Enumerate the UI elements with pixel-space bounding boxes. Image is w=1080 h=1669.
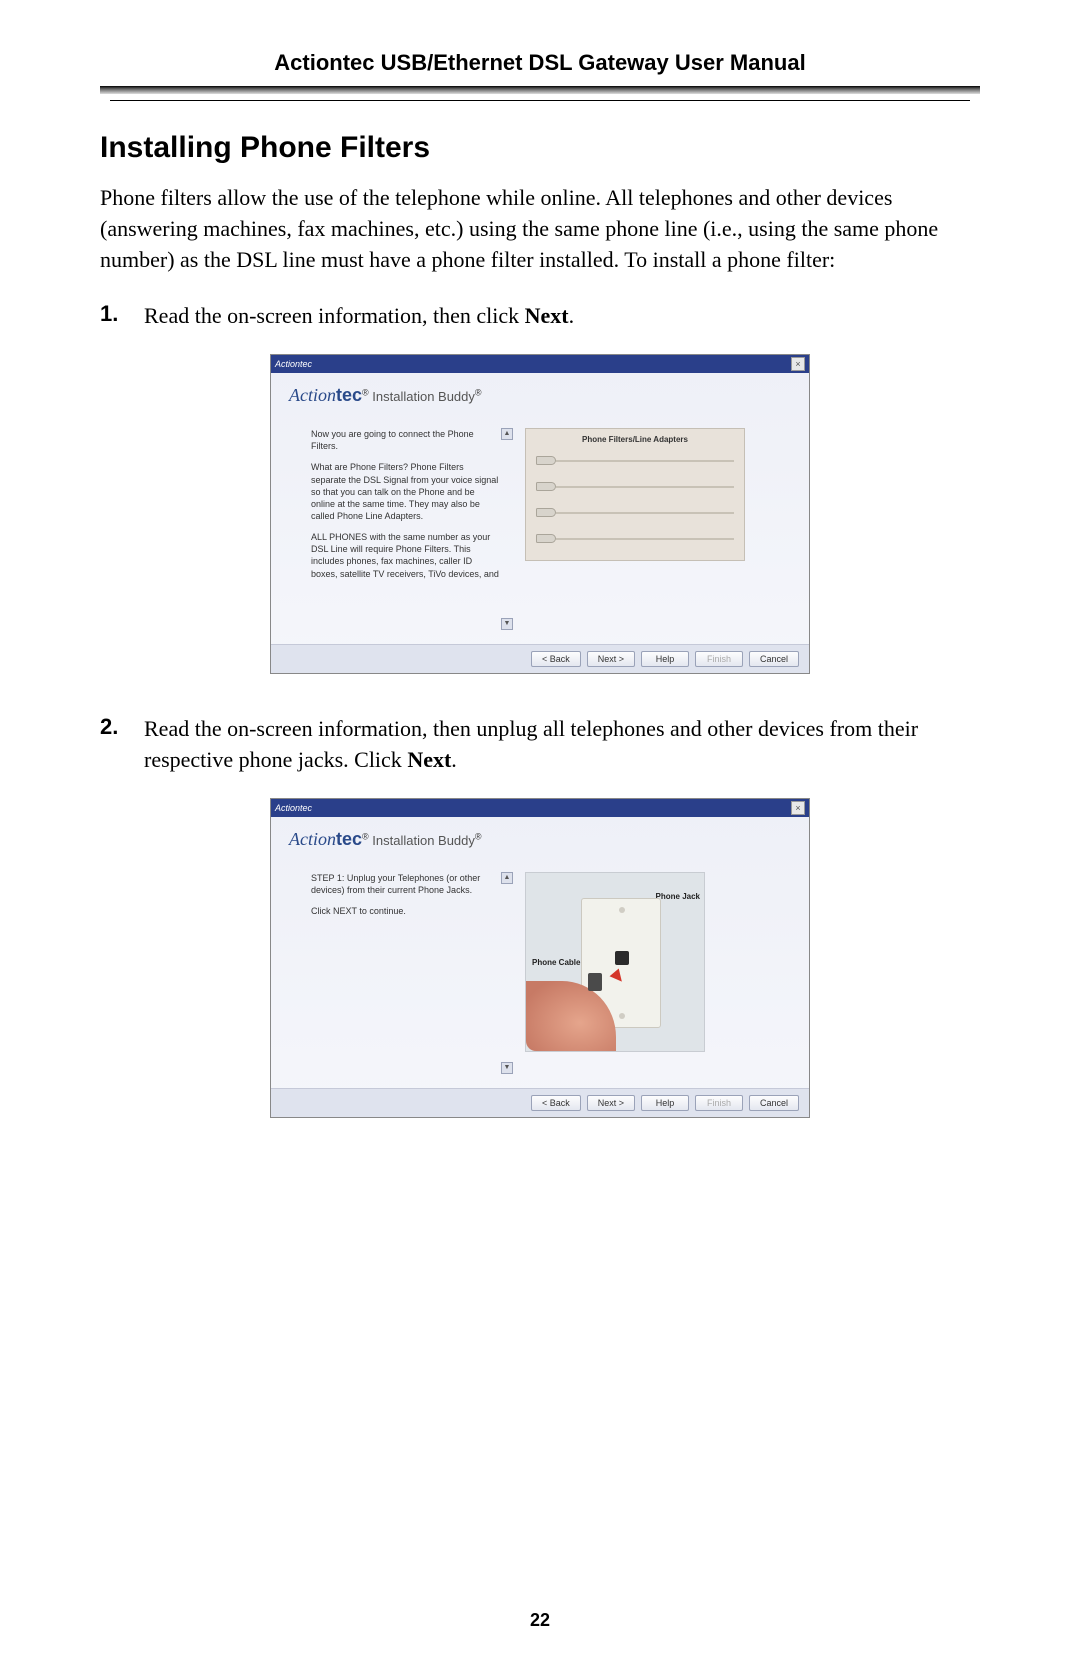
wizard1-titlebar-text: Actiontec: [275, 359, 312, 369]
filters-caption: Phone Filters/Line Adapters: [532, 435, 738, 444]
wizard2-p1: STEP 1: Unplug your Telephones (or other…: [311, 872, 501, 896]
wizard1-left-text: ▲ Now you are going to connect the Phone…: [311, 428, 511, 634]
registered-mark: ®: [362, 388, 369, 398]
phone-jack-image: Phone Jack Phone Cable: [525, 872, 705, 1052]
logo-a: Action: [289, 385, 336, 405]
cancel-button[interactable]: Cancel: [749, 651, 799, 667]
scroll-down-icon[interactable]: ▼: [501, 618, 513, 630]
step-1-text-a: Read the on-screen information, then cli…: [144, 303, 525, 328]
wizard1-p2: What are Phone Filters? Phone Filters se…: [311, 461, 501, 522]
logo2-b: tec: [336, 829, 362, 849]
step-2: 2. Read the on-screen information, then …: [100, 714, 980, 776]
wizard2-p2: Click NEXT to continue.: [311, 905, 501, 917]
step-1-text-b: .: [569, 303, 575, 328]
next-button-2[interactable]: Next >: [587, 1095, 635, 1111]
help-button-2[interactable]: Help: [641, 1095, 689, 1111]
brand-sub: Installation Buddy: [369, 389, 475, 404]
close-icon-2[interactable]: ×: [791, 801, 805, 815]
step-1-text: Read the on-screen information, then cli…: [144, 301, 574, 332]
wizard-screenshot-1: Actiontec × Actiontec® Installation Budd…: [270, 354, 810, 674]
wizard2-button-row: < Back Next > Help Finish Cancel: [271, 1088, 809, 1117]
wizard2-right-image: Phone Jack Phone Cable: [511, 872, 791, 1078]
wizard1-p3: ALL PHONES with the same number as your …: [311, 531, 501, 580]
scroll-up-icon-2[interactable]: ▲: [501, 872, 513, 884]
phone-filters-image: Phone Filters/Line Adapters: [525, 428, 745, 561]
next-button[interactable]: Next >: [587, 651, 635, 667]
plug-shape: [588, 973, 602, 991]
section-heading: Installing Phone Filters: [100, 131, 980, 165]
logo2-a: Action: [289, 829, 336, 849]
step-1-bold: Next: [525, 303, 569, 328]
page-number: 22: [0, 1610, 1080, 1631]
wizard2-titlebar-text: Actiontec: [275, 803, 312, 813]
cancel-button-2[interactable]: Cancel: [749, 1095, 799, 1111]
registered-mark-2: ®: [475, 388, 482, 398]
step-1: 1. Read the on-screen information, then …: [100, 301, 980, 332]
label-phone-jack: Phone Jack: [656, 893, 700, 902]
wizard2-titlebar: Actiontec ×: [271, 799, 809, 817]
step-2-number: 2.: [100, 714, 144, 776]
wizard1-p1: Now you are going to connect the Phone F…: [311, 428, 501, 452]
finish-button: Finish: [695, 651, 743, 667]
registered-mark-3: ®: [362, 831, 369, 841]
filter-cable-1: [532, 450, 738, 472]
intro-paragraph: Phone filters allow the use of the telep…: [100, 183, 980, 275]
red-arrow-icon: [610, 968, 627, 985]
finish-button-2: Finish: [695, 1095, 743, 1111]
filter-cable-4: [532, 528, 738, 550]
close-icon[interactable]: ×: [791, 357, 805, 371]
filter-cable-3: [532, 502, 738, 524]
scroll-up-icon[interactable]: ▲: [501, 428, 513, 440]
header-gradient-rule: [100, 86, 980, 94]
step-2-text-b: .: [451, 747, 457, 772]
wizard2-left-text: ▲ STEP 1: Unplug your Telephones (or oth…: [311, 872, 511, 1078]
wizard1-right-image: Phone Filters/Line Adapters: [511, 428, 791, 634]
wizard2-brand: Actiontec® Installation Buddy®: [271, 817, 809, 858]
manual-header: Actiontec USB/Ethernet DSL Gateway User …: [100, 50, 980, 76]
actiontec-logo-2: Actiontec: [289, 829, 362, 849]
brand-sub-2: Installation Buddy: [369, 833, 475, 848]
header-thin-rule: [110, 100, 970, 101]
back-button[interactable]: < Back: [531, 651, 581, 667]
wizard-screenshot-2: Actiontec × Actiontec® Installation Budd…: [270, 798, 810, 1118]
actiontec-logo: Actiontec: [289, 385, 362, 405]
step-2-text-a: Read the on-screen information, then unp…: [144, 716, 918, 772]
help-button[interactable]: Help: [641, 651, 689, 667]
wizard1-brand: Actiontec® Installation Buddy®: [271, 373, 809, 414]
step-2-text: Read the on-screen information, then unp…: [144, 714, 980, 776]
filter-cable-2: [532, 476, 738, 498]
registered-mark-4: ®: [475, 831, 482, 841]
wizard1-button-row: < Back Next > Help Finish Cancel: [271, 644, 809, 673]
scroll-down-icon-2[interactable]: ▼: [501, 1062, 513, 1074]
back-button-2[interactable]: < Back: [531, 1095, 581, 1111]
logo-b: tec: [336, 385, 362, 405]
step-2-bold: Next: [407, 747, 451, 772]
label-phone-cable: Phone Cable: [532, 959, 580, 968]
step-1-number: 1.: [100, 301, 144, 332]
wizard1-titlebar: Actiontec ×: [271, 355, 809, 373]
